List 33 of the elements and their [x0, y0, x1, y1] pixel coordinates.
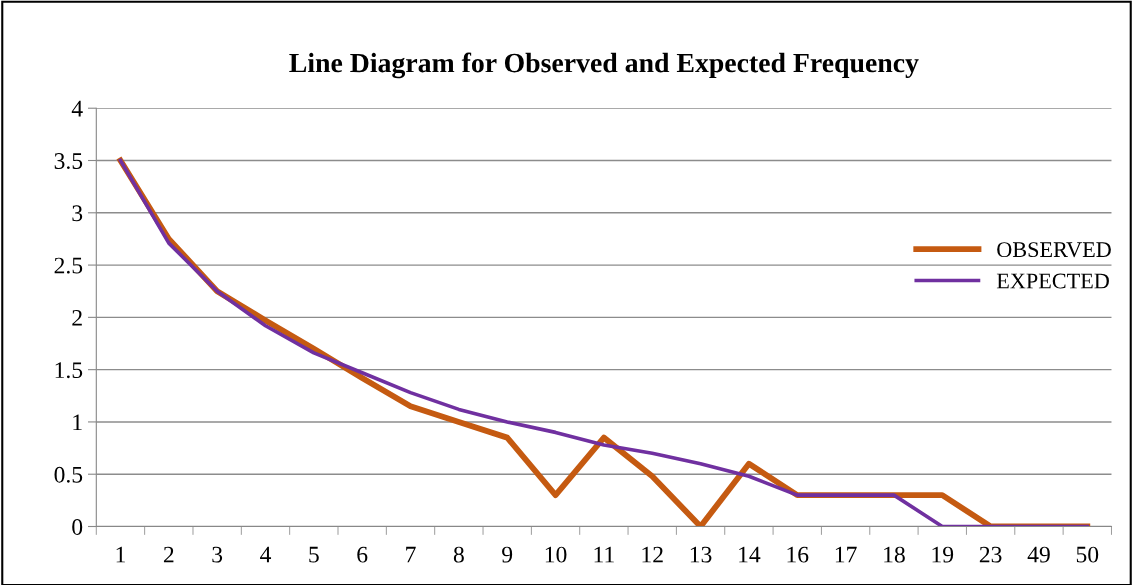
- x-tick-label: 17: [835, 546, 857, 563]
- x-tick-label: 19: [932, 546, 954, 563]
- y-tick-label: 0: [72, 518, 83, 535]
- x-tick-label: 5: [309, 546, 319, 563]
- x-tick-label: 16: [787, 546, 809, 563]
- y-tick-label: 4: [71, 100, 83, 117]
- x-tick-label: 12: [642, 546, 663, 563]
- y-tick-label: 1: [73, 414, 82, 431]
- x-tick-label: 7: [406, 546, 416, 563]
- x-tick-label: 14: [739, 546, 761, 563]
- x-tick-label: 9: [502, 546, 513, 563]
- y-tick-label: 3.5: [54, 153, 83, 170]
- x-tick-label: 50: [1076, 546, 1099, 563]
- y-tick-label: 1.5: [55, 362, 83, 379]
- x-tick-label: 1: [116, 546, 125, 563]
- y-tick-label: 0.5: [54, 466, 83, 483]
- x-tick-label: 23: [979, 546, 1002, 563]
- legend-label: EXPECTED: [996, 273, 1109, 289]
- y-tick-label: 2.5: [54, 257, 83, 274]
- x-tick-label: 11: [594, 546, 614, 563]
- x-tick-label: 18: [884, 546, 905, 563]
- x-tick-label: 13: [690, 546, 712, 563]
- x-tick-label: 49: [1027, 546, 1050, 563]
- x-tick-label: 6: [357, 546, 368, 563]
- legend-label: OBSERVED: [997, 242, 1111, 258]
- x-tick-label: 8: [453, 546, 464, 563]
- x-tick-label: 3: [212, 546, 223, 563]
- x-tick-label: 10: [545, 546, 567, 563]
- x-tick-label: 2: [163, 546, 174, 563]
- x-tick-label: 4: [260, 546, 272, 563]
- chart-title: Line Diagram for Observed and Expected Frequency: [289, 52, 919, 79]
- y-tick-label: 2: [72, 309, 82, 326]
- y-tick-label: 3: [72, 205, 83, 222]
